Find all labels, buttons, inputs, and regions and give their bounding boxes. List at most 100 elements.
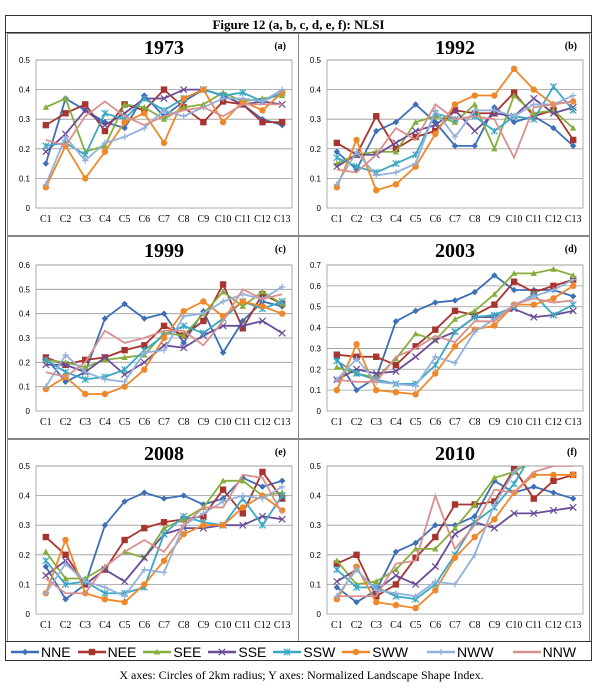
data-point-SSE (278, 329, 286, 337)
x-tick-label: C6 (138, 214, 150, 225)
data-point-NWW (219, 298, 227, 305)
chart-svg: 2003 (d) 0 0.1 0.2 0.3 0.4 0.5 0.6 0.7 C1 C2 C3 C4 C5 C… (310, 240, 584, 428)
series-NEE (333, 466, 577, 600)
x-tick-label: C11 (235, 620, 251, 631)
data-point-SSE (258, 317, 267, 325)
data-point-NWW (121, 378, 128, 385)
data-point-SSE (81, 106, 89, 114)
data-point-SSW (569, 106, 577, 114)
data-point-NWW (353, 355, 360, 363)
data-point-SWW (471, 533, 478, 541)
data-point-NEE (530, 495, 537, 502)
data-point-NWW (180, 312, 187, 320)
data-point-NEE (82, 101, 89, 108)
x-tick-label: C7 (449, 214, 461, 225)
legend-label: SEE (173, 643, 202, 660)
y-tick-label: 0.2 (310, 145, 322, 154)
data-point-NNE (62, 378, 69, 385)
x-tick-label: C4 (99, 620, 111, 631)
x-tick-label: C4 (390, 417, 402, 428)
data-point-NWW (278, 86, 286, 93)
data-point-SEE (491, 474, 498, 481)
data-point-SWW (239, 298, 246, 305)
data-point-NWW (62, 133, 69, 141)
data-point-NWW (82, 368, 89, 376)
x-tick-label: C1 (331, 214, 343, 225)
data-point-SEE (101, 356, 109, 363)
data-point-SWW (412, 391, 419, 398)
x-tick-label: C5 (119, 417, 131, 428)
data-point-NNE (471, 288, 478, 296)
data-point-SWW (82, 390, 89, 398)
x-tick-label: C5 (410, 214, 422, 225)
x-tick-label: C2 (351, 417, 363, 428)
x-tick-label: C1 (40, 417, 52, 428)
chart-panel-1992: 1992 (b) 0 0.1 0.2 0.3 0.4 0.5 C1 C2 C3 C4 C5 C6 C7 C8 C… (298, 33, 590, 236)
y-tick-label: 0.5 (19, 285, 31, 294)
series-group (42, 468, 286, 606)
data-point-SSW (278, 297, 286, 306)
x-tick-label: C4 (390, 620, 402, 631)
data-point-NWW (219, 95, 227, 102)
data-point-SSE (333, 577, 341, 586)
data-point-NEE (259, 118, 266, 126)
data-point-SSW (549, 311, 558, 319)
data-point-NNE (101, 315, 109, 322)
series-line-NNW (336, 100, 574, 174)
data-point-SEE (259, 288, 266, 295)
x-tick-label: C13 (274, 620, 291, 631)
data-point-NNE (180, 339, 187, 347)
data-point-SWW (160, 557, 168, 564)
data-point-SSE (569, 503, 577, 512)
legend-item-NWW: NWW (426, 644, 494, 660)
data-point-SWW (373, 598, 380, 606)
y-tick-label: 0.1 (310, 174, 322, 183)
series-NNW (336, 100, 574, 174)
data-point-SSW (42, 557, 50, 565)
data-point-SWW (180, 95, 187, 102)
data-point-NWW (432, 578, 439, 585)
data-point-SWW (373, 386, 380, 394)
x-tick-label: C5 (410, 417, 422, 428)
data-point-SWW (353, 341, 360, 348)
data-point-NEE (141, 342, 148, 349)
legend-swatch (77, 648, 106, 655)
data-point-SEE (491, 291, 498, 297)
data-point-NWW (180, 113, 187, 120)
x-tick-label: C2 (60, 417, 72, 428)
data-point-NWW (451, 359, 459, 367)
data-point-SWW (82, 175, 89, 182)
x-tick-label: C7 (158, 620, 170, 631)
data-point-NEE (42, 533, 50, 541)
data-point-NNE (278, 477, 286, 484)
y-tick-label: 0.7 (310, 261, 322, 270)
data-point-NWW (200, 510, 207, 517)
legend-label: NNW (542, 643, 577, 660)
data-point-SWW (200, 86, 207, 93)
data-point-SEE (239, 303, 246, 309)
x-tick-label: C11 (526, 620, 542, 631)
x-tick-label: C3 (370, 417, 382, 428)
data-point-SEE (180, 332, 187, 339)
legend-label: NNE (41, 643, 71, 660)
x-tick-label: C12 (254, 620, 271, 631)
data-point-NNE (42, 563, 50, 570)
data-point-NNE (451, 142, 459, 150)
data-point-SWW (62, 536, 69, 544)
x-tick-label: C7 (449, 620, 461, 631)
data-point-NNE (333, 148, 341, 155)
data-point-NWW (62, 560, 69, 567)
legend-marker (88, 648, 95, 655)
x-tick-label: C6 (138, 620, 150, 631)
data-point-SSW (392, 159, 400, 168)
data-point-SWW (432, 587, 439, 594)
series-NNE (42, 298, 286, 385)
data-point-SEE (392, 566, 400, 573)
x-tick-label: C7 (158, 417, 170, 428)
data-point-NNE (42, 160, 50, 167)
data-point-SSW (549, 83, 558, 91)
series-line-SEE (336, 466, 526, 586)
series-NNW (336, 297, 574, 383)
y-tick-label: 0.1 (19, 383, 31, 392)
data-point-NEE (550, 477, 557, 484)
